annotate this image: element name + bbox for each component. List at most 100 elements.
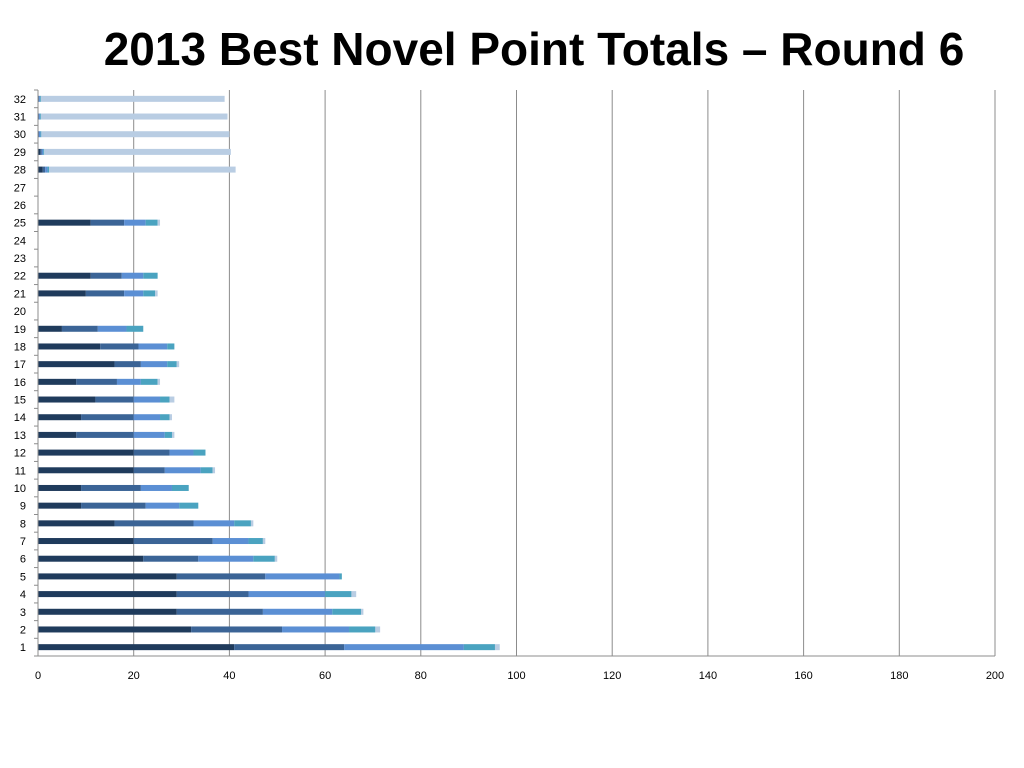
x-tick-label-80: 80 [415,670,427,682]
bar-segment-1-s2 [234,644,345,651]
bar-segment-29-s4 [43,148,45,155]
bar-segment-21-s3 [124,290,144,297]
chart-title: 2013 Best Novel Point Totals – Round 6 [103,23,965,75]
bar-segment-25-s4 [145,219,158,226]
bar-segment-10-s2 [81,484,141,491]
bar-segment-21-s2 [85,290,125,297]
bar-segment-1-s1 [38,644,235,651]
bar-segment-15-s4 [160,396,170,403]
bar-segment-6-s2 [143,555,199,562]
y-tick-label-29: 29 [14,147,26,159]
y-tick-label-20: 20 [14,306,26,318]
bar-segment-3-s4 [332,608,361,615]
x-tick-label-0: 0 [35,670,41,682]
bar-segment-28-s5 [49,166,236,173]
bar-segment-5-s4 [339,573,342,580]
bar-segment-7-s1 [38,538,134,545]
bar-segment-18-s2 [100,343,139,350]
bar-segment-15-s5 [169,396,175,403]
x-tick-label-140: 140 [699,670,717,682]
bar-segment-11-s1 [38,467,134,474]
bar-segment-13-s3 [133,431,165,438]
y-tick-label-30: 30 [14,129,26,141]
bar-segment-7-s4 [248,538,263,545]
bar-segment-11-s5 [212,467,216,474]
bar-segment-2-s5 [375,626,381,633]
bar-segment-9-s4 [179,502,199,509]
bar-segment-4-s2 [176,591,249,598]
bar-segment-6-s3 [198,555,254,562]
bar-segment-25-s1 [38,219,91,226]
bar-segment-17-s5 [176,361,180,368]
y-tick-label-12: 12 [14,448,26,460]
bar-segment-31-s3 [38,113,40,120]
bars [38,95,500,651]
bar-segment-3-s5 [360,608,364,615]
bar-segment-2-s4 [349,626,376,633]
y-tick-label-9: 9 [20,501,26,513]
y-tick-label-19: 19 [14,324,26,336]
y-tick-label-18: 18 [14,341,26,353]
bar-segment-7-s2 [133,538,213,545]
bar-segment-18-s1 [38,343,101,350]
bar-segment-1-s3 [344,644,464,651]
bar-segment-14-s3 [133,414,161,421]
bar-segment-8-s2 [114,520,194,527]
bar-segment-14-s4 [160,414,170,421]
bar-segment-19-s1 [38,325,62,332]
y-tick-label-31: 31 [14,112,26,124]
y-tick-label-32: 32 [14,94,26,106]
bar-segment-13-s4 [164,431,172,438]
y-tick-label-24: 24 [14,235,26,247]
y-tick-label-4: 4 [20,589,26,601]
y-tick-label-13: 13 [14,430,26,442]
bar-segment-6-s4 [253,555,275,562]
bar-segment-4-s4 [325,591,352,598]
bar-segment-32-s4 [39,95,41,102]
bar-segment-25-s5 [157,219,161,226]
bar-segment-2-s1 [38,626,192,633]
bar-segment-29-s3 [41,148,44,155]
x-tick-label-180: 180 [890,670,908,682]
y-tick-label-25: 25 [14,218,26,230]
bar-segment-6-s5 [274,555,278,562]
y-tick-label-27: 27 [14,182,26,194]
bar-segment-28-s4 [47,166,50,173]
bar-segment-3-s1 [38,608,177,615]
bar-segment-21-s5 [155,290,158,297]
bar-segment-8-s5 [250,520,254,527]
y-tick-label-21: 21 [14,288,26,300]
bar-segment-11-s3 [164,467,201,474]
bar-segment-12-s1 [38,449,134,456]
bar-segment-9-s3 [145,502,180,509]
y-tick-label-15: 15 [14,395,26,407]
bar-segment-32-s3 [38,95,40,102]
y-tick-label-14: 14 [14,412,26,424]
bar-segment-16-s1 [38,378,77,385]
bar-segment-17-s4 [167,361,177,368]
bar-segment-10-s4 [171,484,189,491]
bar-segment-10-s3 [140,484,172,491]
y-tick-label-5: 5 [20,571,26,583]
y-tick-label-1: 1 [20,642,26,654]
bar-segment-30-s4 [40,131,42,138]
bar-segment-17-s2 [114,361,141,368]
bar-segment-10-s1 [38,484,82,491]
x-tick-label-100: 100 [507,670,525,682]
bar-segment-1-s5 [494,644,500,651]
y-tick-label-3: 3 [20,607,26,619]
bar-segment-15-s2 [95,396,134,403]
bar-segment-4-s1 [38,591,177,598]
y-tick-label-16: 16 [14,377,26,389]
bar-segment-12-s4 [193,449,206,456]
bar-segment-12-s3 [169,449,194,456]
y-tick-label-7: 7 [20,536,26,548]
bar-segment-29-s1 [38,148,41,155]
bar-segment-16-s3 [116,378,141,385]
bar-segment-32-s5 [40,95,225,102]
y-tick-label-28: 28 [14,165,26,177]
bar-segment-13-s5 [171,431,175,438]
bar-segment-2-s2 [191,626,283,633]
bar-segment-16-s4 [140,378,158,385]
